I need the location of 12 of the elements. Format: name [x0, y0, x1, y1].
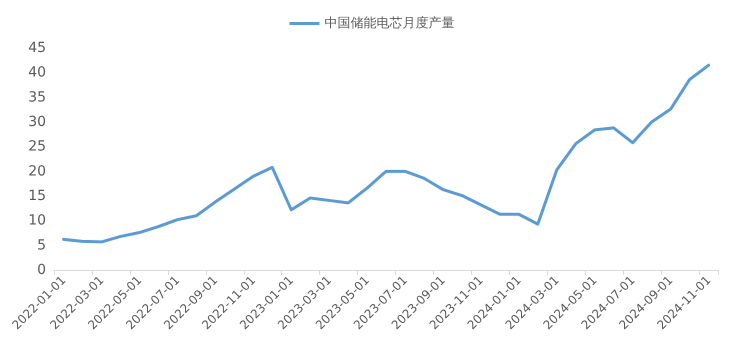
y-tick-label: 5	[37, 237, 46, 254]
y-tick-label: 30	[28, 114, 46, 130]
y-tick-label: 35	[28, 89, 46, 106]
y-tick-label: 20	[28, 163, 46, 180]
legend-label: 中国储能电芯月度产量	[324, 15, 454, 31]
y-tick-label: 15	[28, 188, 46, 204]
y-tick-label: 10	[28, 212, 46, 229]
y-tick-label: 40	[28, 64, 46, 81]
y-tick-label: 0	[37, 262, 46, 278]
line-series	[62, 64, 710, 244]
y-tick-label: 25	[28, 138, 46, 155]
y-tick-label: 45	[28, 40, 46, 56]
